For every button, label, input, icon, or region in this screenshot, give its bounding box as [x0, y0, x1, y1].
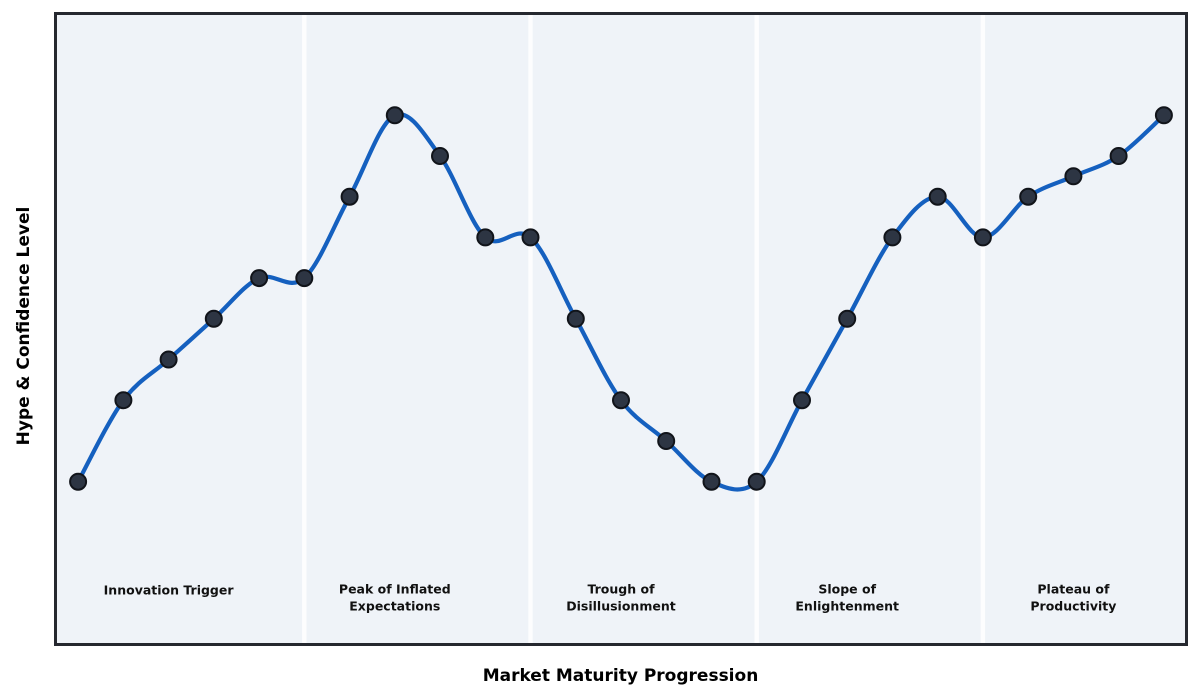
phase-divider-band [302, 15, 307, 643]
data-point-marker [702, 472, 721, 491]
data-point-marker [340, 187, 359, 206]
data-point-marker [883, 228, 902, 247]
data-point-marker [747, 472, 766, 491]
data-point-marker [69, 472, 88, 491]
data-point-marker [1109, 147, 1128, 165]
data-point-markers [69, 106, 1173, 491]
data-point-marker [431, 147, 449, 165]
phase-label: Slope of Enlightenment [795, 582, 899, 614]
plot-area [55, 13, 1187, 645]
data-point-marker [1154, 106, 1173, 125]
data-point-marker [838, 309, 857, 328]
phase-divider-band [754, 15, 759, 643]
data-point-marker [657, 432, 676, 450]
data-point-marker [928, 187, 947, 206]
phase-label: Plateau of Productivity [1030, 582, 1116, 614]
data-point-marker [295, 269, 314, 288]
y-axis-label: Hype & Confidence Level [14, 207, 34, 446]
data-point-marker [250, 269, 269, 288]
data-point-marker [1019, 187, 1038, 206]
data-point-marker [612, 391, 630, 410]
data-point-marker [114, 391, 133, 410]
phase-divider-band [528, 15, 533, 643]
data-point-marker [973, 228, 992, 247]
data-point-marker [1064, 167, 1083, 186]
phase-label: Peak of Inflated Expectations [339, 582, 451, 614]
phase-label: Trough of Disillusionment [566, 582, 675, 614]
axes-frame [54, 12, 1188, 646]
data-point-marker [159, 350, 178, 369]
data-point-marker [521, 228, 540, 247]
x-axis-label: Market Maturity Progression [483, 666, 759, 686]
data-point-marker [385, 106, 404, 125]
phase-divider-band [980, 15, 986, 643]
phase-dividers [302, 15, 986, 643]
data-point-marker [793, 391, 811, 410]
phase-label: Innovation Trigger [104, 583, 235, 598]
data-point-marker [566, 309, 585, 328]
data-point-marker [476, 228, 495, 247]
phase-labels: Innovation Trigger Peak of Inflated Expect… [104, 582, 1117, 614]
data-point-marker [204, 309, 223, 328]
